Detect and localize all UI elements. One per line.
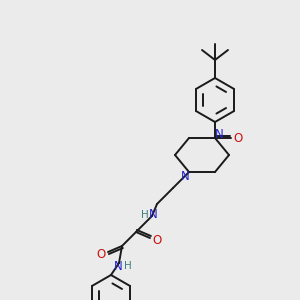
Text: N: N [148,208,158,221]
Text: H: H [124,261,132,271]
Text: N: N [181,169,189,182]
Text: N: N [214,128,224,140]
Text: O: O [96,248,106,262]
Text: H: H [141,210,149,220]
Text: O: O [152,235,162,248]
Text: N: N [114,260,122,272]
Text: O: O [233,131,243,145]
